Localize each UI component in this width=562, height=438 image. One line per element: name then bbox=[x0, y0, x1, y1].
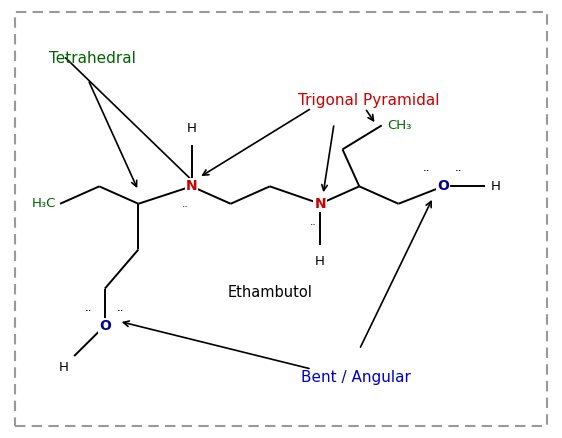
Text: H: H bbox=[58, 361, 69, 374]
Text: N: N bbox=[314, 197, 326, 211]
Text: N: N bbox=[185, 179, 197, 193]
Text: ··: ·· bbox=[117, 305, 124, 318]
Text: O: O bbox=[437, 179, 449, 193]
Text: ··: ·· bbox=[455, 165, 463, 178]
Text: H: H bbox=[315, 254, 325, 268]
Text: O: O bbox=[99, 318, 111, 332]
Text: Bent / Angular: Bent / Angular bbox=[301, 370, 410, 385]
Text: H: H bbox=[491, 180, 501, 193]
Text: H: H bbox=[187, 123, 197, 135]
Text: ··: ·· bbox=[423, 165, 430, 178]
Text: Tetrahedral: Tetrahedral bbox=[49, 51, 136, 67]
Text: ··: ·· bbox=[310, 220, 317, 230]
Text: Trigonal Pyramidal: Trigonal Pyramidal bbox=[298, 93, 439, 108]
Text: Ethambutol: Ethambutol bbox=[228, 286, 312, 300]
Text: H₃C: H₃C bbox=[31, 197, 56, 210]
Text: ··: ·· bbox=[84, 305, 92, 318]
Text: CH₃: CH₃ bbox=[387, 119, 411, 132]
Text: ··: ·· bbox=[182, 202, 188, 212]
